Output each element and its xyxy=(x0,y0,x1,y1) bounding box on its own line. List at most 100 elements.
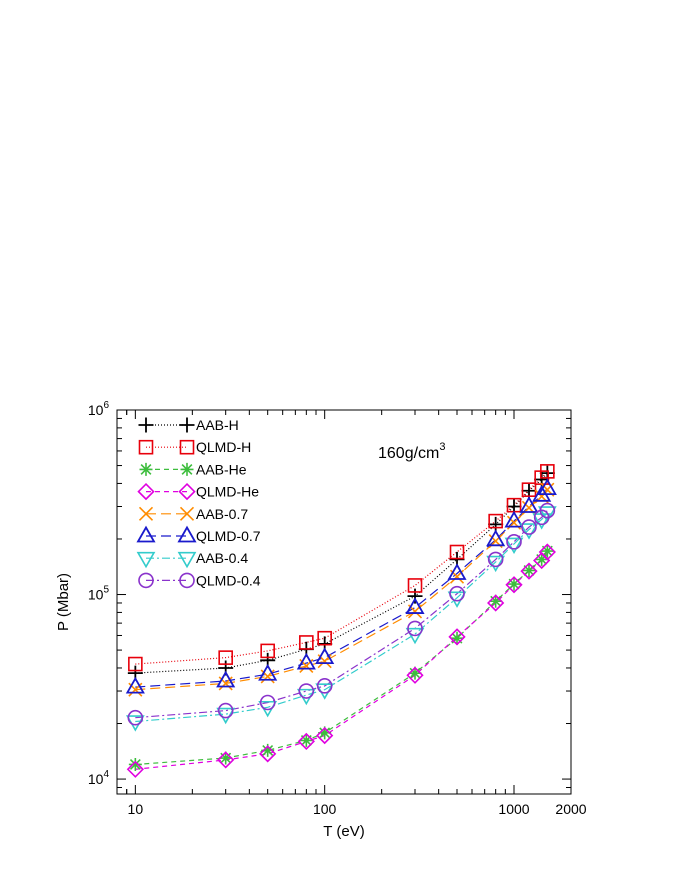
legend-marker xyxy=(178,482,196,501)
data-point xyxy=(487,594,505,612)
data-point xyxy=(540,464,555,479)
legend-entry: QLMD-He xyxy=(137,482,259,501)
x-tick-label: 2000 xyxy=(555,801,586,817)
data-point xyxy=(520,562,538,580)
legend-entry: QLMD-H xyxy=(138,439,251,455)
data-point xyxy=(449,544,465,560)
data-point xyxy=(522,563,536,577)
data-point xyxy=(318,726,332,740)
data-point xyxy=(407,578,423,593)
plot-frame xyxy=(116,409,572,795)
legend-label: QLMD-0.4 xyxy=(196,572,261,588)
data-point xyxy=(260,643,275,659)
data-point xyxy=(216,670,236,688)
density-annotation: 160g/cm3 xyxy=(378,441,446,462)
legend-entry: AAB-H xyxy=(138,417,239,433)
data-point xyxy=(488,516,504,532)
y-axis-title: P (Mbar) xyxy=(55,573,72,631)
legend-marker xyxy=(177,551,197,569)
data-point xyxy=(316,726,334,745)
legend-entry: AAB-He xyxy=(139,461,247,477)
data-point xyxy=(447,563,467,580)
data-point xyxy=(258,663,278,681)
series-line-qlmd-0-4 xyxy=(135,510,548,719)
series-points-qlmd-h xyxy=(128,464,555,672)
series-markers xyxy=(125,464,557,778)
data-point xyxy=(407,588,423,604)
x-tick-label: 1000 xyxy=(498,801,529,817)
data-point xyxy=(219,751,233,765)
legend-marker xyxy=(137,482,155,501)
series-points-qlmd-he xyxy=(126,543,556,778)
data-point xyxy=(128,656,143,672)
data-point xyxy=(506,534,522,550)
legend-label: QLMD-H xyxy=(196,439,251,455)
data-point xyxy=(218,650,233,665)
data-point xyxy=(448,628,466,646)
data-point xyxy=(127,709,144,726)
density-annotation-exponent: 3 xyxy=(439,441,445,453)
data-point xyxy=(488,513,503,529)
series-line-aab-he xyxy=(135,550,548,766)
x-tick-label: 100 xyxy=(313,801,337,817)
data-point xyxy=(519,496,539,513)
y-tick-label: 106 xyxy=(88,400,110,418)
legend-marker xyxy=(177,525,197,543)
axis-ticks: 10 100 1000 2000 104 105 106 xyxy=(88,400,587,817)
legend-marker xyxy=(179,439,195,455)
legend-marker xyxy=(136,525,156,543)
data-point xyxy=(125,676,145,694)
data-point xyxy=(296,652,316,670)
data-point xyxy=(217,751,235,769)
legend-marker xyxy=(138,439,154,455)
data-point xyxy=(521,519,537,535)
data-point xyxy=(450,631,464,645)
data-point xyxy=(486,555,506,573)
series-points-qlmd-0-7 xyxy=(125,478,557,694)
series-line-aab-h xyxy=(135,472,548,674)
legend-marker xyxy=(136,551,156,569)
legend-marker xyxy=(138,572,154,589)
data-point xyxy=(535,552,549,566)
data-point xyxy=(540,544,554,558)
x-tick-label: 10 xyxy=(128,801,144,817)
series-line-qlmd-h xyxy=(135,470,548,665)
data-point xyxy=(261,743,275,757)
data-point xyxy=(449,585,465,602)
legend-marker xyxy=(139,462,153,476)
data-point xyxy=(539,502,556,519)
data-point xyxy=(405,627,425,645)
x-axis-title: T (eV) xyxy=(323,823,364,840)
data-point xyxy=(487,551,504,568)
data-point xyxy=(126,760,144,778)
data-point xyxy=(504,510,524,528)
data-point xyxy=(316,678,333,694)
legend-entry: QLMD-0.7 xyxy=(136,525,261,544)
data-point xyxy=(317,630,332,646)
legend: AAB-H QLMD-H AAB-He QLMD-He AAB-0.7 QLMD-0.7 A… xyxy=(136,417,261,589)
data-point xyxy=(217,702,234,719)
legend-label: AAB-He xyxy=(196,461,247,477)
series-line-aab-0-4 xyxy=(135,512,548,723)
legend-label: AAB-0.7 xyxy=(196,506,248,522)
data-point xyxy=(299,733,313,747)
legend-marker xyxy=(179,417,195,433)
legend-marker xyxy=(179,572,195,589)
data-point xyxy=(315,647,335,665)
data-point xyxy=(507,577,521,591)
series-points-qlmd-0-4 xyxy=(127,502,556,726)
data-point xyxy=(259,745,277,763)
data-point xyxy=(259,694,276,711)
data-point xyxy=(519,523,539,540)
data-point xyxy=(537,506,557,523)
data-point xyxy=(486,529,506,547)
legend-label: QLMD-He xyxy=(196,484,259,500)
data-point xyxy=(299,635,314,650)
legend-entry: AAB-0.7 xyxy=(138,506,248,522)
legend-marker xyxy=(138,506,154,521)
legend-entry: AAB-0.4 xyxy=(136,550,248,569)
data-point xyxy=(505,576,523,594)
data-point xyxy=(297,732,315,751)
data-point xyxy=(538,543,556,561)
data-point xyxy=(408,666,422,680)
